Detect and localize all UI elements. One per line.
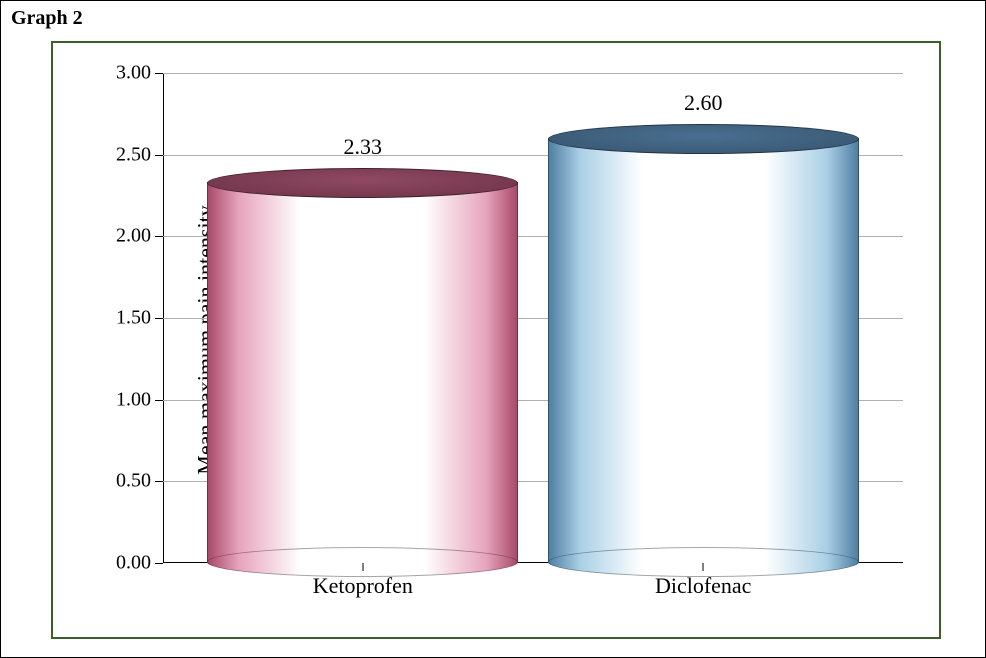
bar-cylinder: [548, 138, 859, 563]
x-category-label: Diclofenac: [655, 573, 752, 599]
y-tick-mark: [155, 318, 163, 319]
x-category-label: Ketoprofen: [313, 573, 413, 599]
y-tick-mark: [155, 236, 163, 237]
x-tick-mark: [703, 563, 704, 571]
gridline: [163, 73, 903, 74]
value-label: 2.33: [344, 134, 383, 160]
y-tick-mark: [155, 481, 163, 482]
plot-area: 0.000.501.001.502.002.503.002.33Ketoprof…: [163, 73, 903, 563]
bar-cylinder: [207, 182, 518, 563]
y-tick-label: 2.00: [116, 225, 151, 248]
y-tick-label: 0.00: [116, 552, 151, 575]
figure-title: Graph 2: [11, 7, 83, 30]
y-tick-label: 1.50: [116, 307, 151, 330]
y-tick-mark: [155, 73, 163, 74]
y-tick-mark: [155, 400, 163, 401]
y-tick-label: 0.50: [116, 470, 151, 493]
y-tick-mark: [155, 155, 163, 156]
x-tick-mark: [362, 563, 363, 571]
figure-container: Graph 2 Mean maximum pain intensity 0.00…: [0, 0, 986, 658]
bar-body: [548, 138, 859, 563]
y-tick-mark: [155, 563, 163, 564]
bar-body: [207, 182, 518, 563]
value-label: 2.60: [684, 90, 723, 116]
chart-frame: Mean maximum pain intensity 0.000.501.00…: [51, 41, 941, 639]
y-tick-label: 2.50: [116, 143, 151, 166]
y-tick-label: 3.00: [116, 62, 151, 85]
y-tick-label: 1.00: [116, 388, 151, 411]
